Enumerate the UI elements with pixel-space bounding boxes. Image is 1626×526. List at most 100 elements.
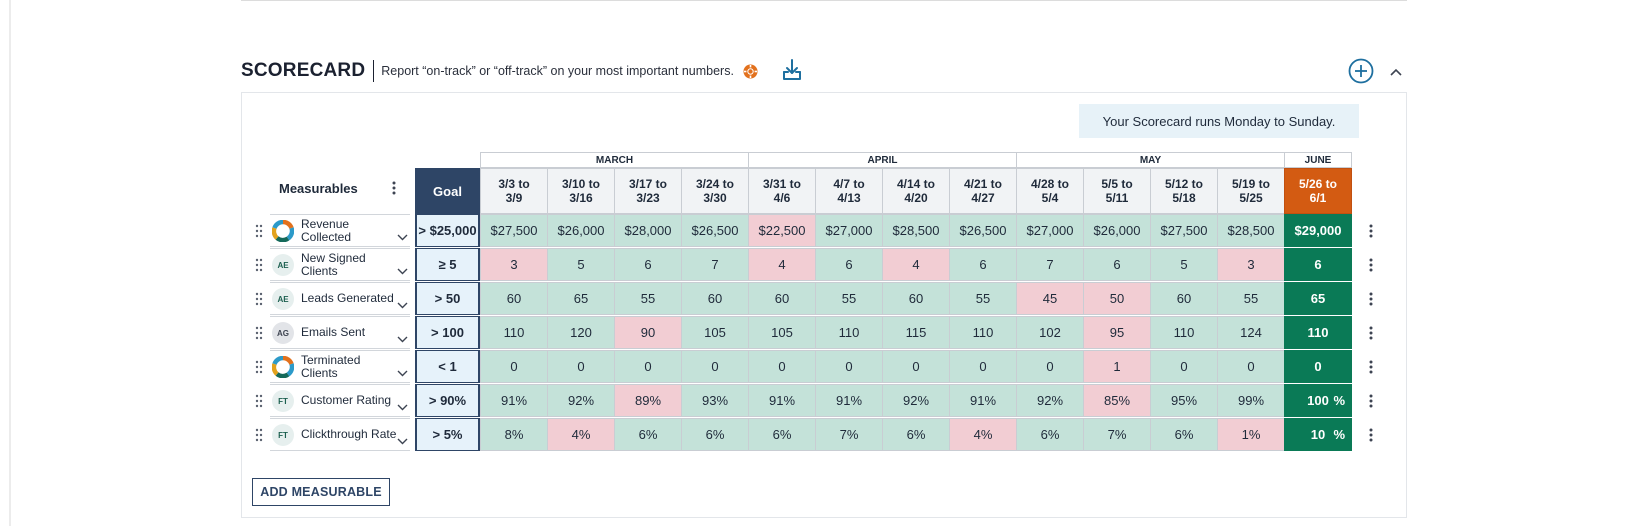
score-cell[interactable]: 95%	[1150, 384, 1218, 417]
score-cell[interactable]: 55	[815, 282, 883, 315]
score-cell[interactable]: 92%	[882, 384, 950, 417]
score-cell[interactable]: $26,000	[547, 214, 615, 247]
kebab-menu-icon[interactable]	[1367, 291, 1375, 307]
score-cell[interactable]: 6	[614, 248, 682, 281]
score-cell[interactable]: 90	[614, 316, 682, 349]
score-cell[interactable]: 5	[1150, 248, 1218, 281]
score-cell[interactable]: 3	[1217, 248, 1285, 281]
score-cell[interactable]: 105	[681, 316, 749, 349]
score-cell[interactable]: 1%	[1217, 418, 1285, 451]
score-cell[interactable]: $26,000	[1083, 214, 1151, 247]
score-cell[interactable]: 105	[748, 316, 816, 349]
score-cell[interactable]: 91%	[815, 384, 883, 417]
kebab-menu-icon[interactable]	[1367, 257, 1375, 273]
kebab-menu-icon[interactable]	[1367, 427, 1375, 443]
score-cell[interactable]: 0	[547, 350, 615, 383]
score-cell[interactable]: 4%	[547, 418, 615, 451]
score-cell[interactable]: $28,500	[882, 214, 950, 247]
score-cell[interactable]: $22,500	[748, 214, 816, 247]
score-cell[interactable]: 0	[681, 350, 749, 383]
score-cell[interactable]: 95	[1083, 316, 1151, 349]
help-icon[interactable]	[743, 64, 758, 79]
score-cell[interactable]: 0	[480, 350, 548, 383]
score-cell[interactable]: 0	[1150, 350, 1218, 383]
score-cell[interactable]: 6%	[1016, 418, 1084, 451]
score-cell[interactable]: 6%	[681, 418, 749, 451]
score-cell[interactable]: 124	[1217, 316, 1285, 349]
drag-handle-icon[interactable]	[254, 258, 264, 272]
measurable-selector[interactable]	[270, 384, 410, 417]
score-cell[interactable]: 7%	[1083, 418, 1151, 451]
measurable-selector[interactable]	[270, 282, 410, 315]
score-cell[interactable]: 55	[949, 282, 1017, 315]
measurable-selector[interactable]	[270, 316, 410, 349]
score-cell[interactable]: 4%	[949, 418, 1017, 451]
score-cell[interactable]: $27,500	[1150, 214, 1218, 247]
score-cell[interactable]: $27,000	[815, 214, 883, 247]
chevron-down-icon[interactable]	[397, 296, 408, 309]
score-cell[interactable]: $26,500	[949, 214, 1017, 247]
score-cell[interactable]: $29,000	[1284, 214, 1352, 247]
score-cell[interactable]: 0	[748, 350, 816, 383]
score-cell[interactable]: 0	[949, 350, 1017, 383]
score-cell[interactable]: 92%	[1016, 384, 1084, 417]
score-cell[interactable]: 99%	[1217, 384, 1285, 417]
score-cell[interactable]: 6%	[614, 418, 682, 451]
score-cell[interactable]: 0	[1284, 350, 1352, 383]
measurable-selector[interactable]	[270, 418, 410, 451]
score-cell[interactable]: 110	[815, 316, 883, 349]
score-cell[interactable]: 10%	[1284, 418, 1352, 451]
score-cell[interactable]: 60	[681, 282, 749, 315]
score-cell[interactable]: 93%	[681, 384, 749, 417]
score-cell[interactable]: 89%	[614, 384, 682, 417]
score-cell[interactable]: 110	[1284, 316, 1352, 349]
measurable-selector[interactable]	[270, 248, 410, 281]
score-cell[interactable]: 6%	[1150, 418, 1218, 451]
score-cell[interactable]: 6	[1284, 248, 1352, 281]
score-cell[interactable]: 91%	[949, 384, 1017, 417]
score-cell[interactable]: 110	[480, 316, 548, 349]
kebab-menu-icon[interactable]	[1367, 223, 1375, 239]
score-cell[interactable]: 6	[949, 248, 1017, 281]
score-cell[interactable]: 92%	[547, 384, 615, 417]
score-cell[interactable]: 120	[547, 316, 615, 349]
score-cell[interactable]: 91%	[480, 384, 548, 417]
score-cell[interactable]: 4	[882, 248, 950, 281]
chevron-down-icon[interactable]	[397, 330, 408, 343]
score-cell[interactable]: 5	[547, 248, 615, 281]
score-cell[interactable]: 102	[1016, 316, 1084, 349]
drag-handle-icon[interactable]	[254, 360, 264, 374]
chevron-down-icon[interactable]	[397, 432, 408, 445]
score-cell[interactable]: 6%	[748, 418, 816, 451]
kebab-menu-icon[interactable]	[1367, 325, 1375, 341]
score-cell[interactable]: 110	[1150, 316, 1218, 349]
score-cell[interactable]: $26,500	[681, 214, 749, 247]
score-cell[interactable]: 0	[614, 350, 682, 383]
score-cell[interactable]: 7	[1016, 248, 1084, 281]
score-cell[interactable]: 65	[1284, 282, 1352, 315]
score-cell[interactable]: 7%	[815, 418, 883, 451]
score-cell[interactable]: 50	[1083, 282, 1151, 315]
score-cell[interactable]: 4	[748, 248, 816, 281]
add-measurable-button[interactable]: ADD MEASURABLE	[252, 478, 390, 506]
score-cell[interactable]: 6	[815, 248, 883, 281]
add-measurable-icon[interactable]	[1348, 58, 1374, 84]
measurable-selector[interactable]	[270, 214, 410, 247]
score-cell[interactable]: 55	[1217, 282, 1285, 315]
score-cell[interactable]: 65	[547, 282, 615, 315]
score-cell[interactable]: 60	[1150, 282, 1218, 315]
score-cell[interactable]: 100%	[1284, 384, 1352, 417]
kebab-menu-icon[interactable]	[1367, 393, 1375, 409]
chevron-down-icon[interactable]	[397, 262, 408, 275]
score-cell[interactable]: $27,000	[1016, 214, 1084, 247]
score-cell[interactable]: 115	[882, 316, 950, 349]
score-cell[interactable]: 60	[480, 282, 548, 315]
score-cell[interactable]: $28,500	[1217, 214, 1285, 247]
chevron-down-icon[interactable]	[397, 364, 408, 377]
score-cell[interactable]: $27,500	[480, 214, 548, 247]
score-cell[interactable]: 3	[480, 248, 548, 281]
score-cell[interactable]: 0	[815, 350, 883, 383]
score-cell[interactable]: 0	[1016, 350, 1084, 383]
drag-handle-icon[interactable]	[254, 292, 264, 306]
drag-handle-icon[interactable]	[254, 326, 264, 340]
